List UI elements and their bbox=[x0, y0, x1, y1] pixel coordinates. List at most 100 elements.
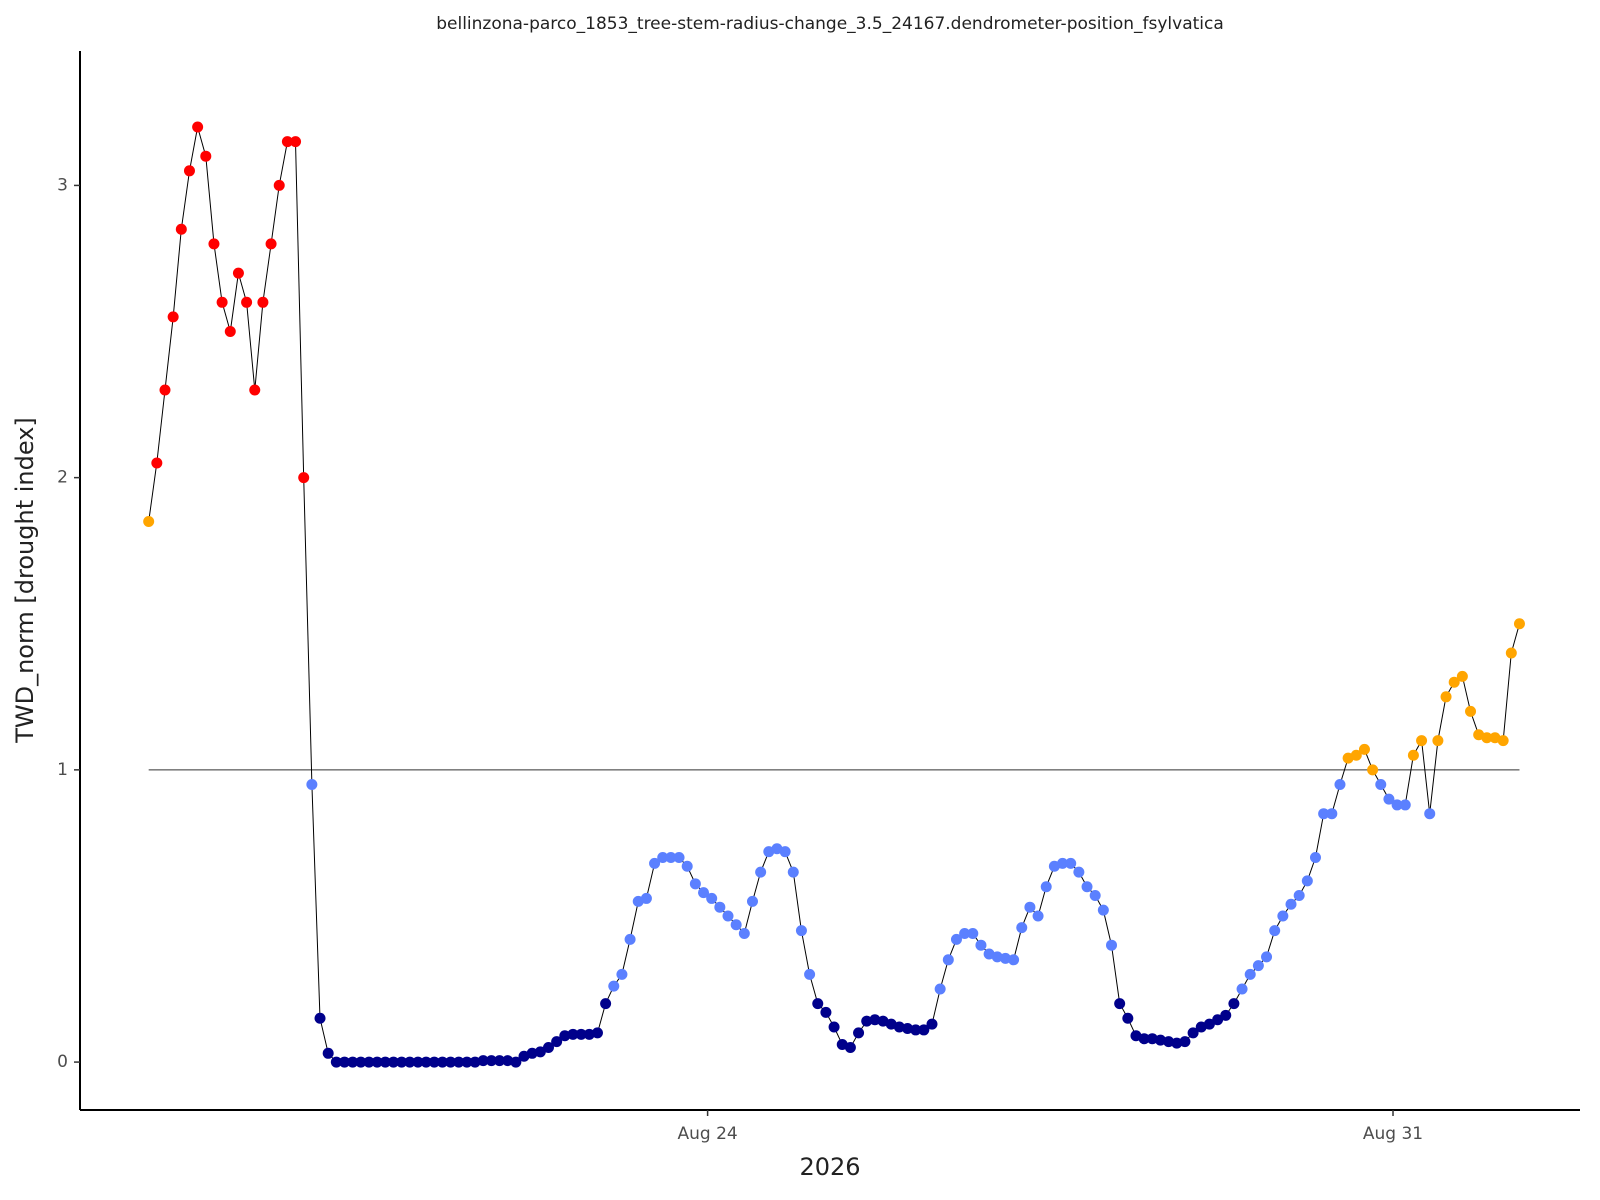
data-point bbox=[322, 1047, 334, 1059]
data-point bbox=[1097, 904, 1109, 916]
data-point bbox=[714, 901, 726, 913]
data-point bbox=[1497, 735, 1509, 747]
data-point bbox=[290, 136, 302, 148]
data-point bbox=[363, 1056, 375, 1068]
data-point bbox=[1163, 1036, 1175, 1048]
data-point bbox=[795, 925, 807, 937]
data-point bbox=[1481, 732, 1493, 744]
data-point bbox=[1073, 866, 1085, 878]
data-point bbox=[1146, 1033, 1158, 1045]
x-tick-label: Aug 24 bbox=[677, 1124, 737, 1144]
data-point bbox=[804, 968, 816, 980]
data-point bbox=[1261, 951, 1273, 963]
data-point bbox=[640, 892, 652, 904]
data-point bbox=[1465, 705, 1477, 717]
data-point bbox=[861, 1015, 873, 1027]
data-point bbox=[151, 457, 163, 469]
data-point bbox=[183, 165, 195, 177]
data-point bbox=[1334, 778, 1346, 790]
data-point bbox=[1154, 1034, 1166, 1046]
data-point bbox=[428, 1056, 440, 1068]
data-point bbox=[208, 238, 220, 250]
data-point bbox=[1040, 881, 1052, 893]
data-point bbox=[1114, 998, 1126, 1010]
data-point bbox=[1081, 881, 1093, 893]
data-point bbox=[1456, 670, 1468, 682]
data-point bbox=[510, 1056, 522, 1068]
data-point bbox=[673, 852, 685, 864]
data-point bbox=[738, 928, 750, 939]
data-point bbox=[192, 121, 204, 133]
data-point bbox=[1285, 898, 1297, 910]
data-point bbox=[657, 852, 669, 864]
data-point bbox=[1236, 983, 1248, 995]
data-point bbox=[420, 1056, 432, 1068]
data-point bbox=[200, 150, 212, 162]
data-point bbox=[355, 1056, 367, 1068]
data-point bbox=[1220, 1009, 1232, 1021]
data-point bbox=[436, 1056, 448, 1068]
data-point bbox=[616, 968, 628, 980]
data-point bbox=[1448, 676, 1460, 688]
data-point bbox=[959, 928, 971, 939]
data-point bbox=[1350, 749, 1362, 761]
data-point bbox=[1016, 922, 1028, 934]
data-point bbox=[559, 1030, 571, 1042]
data-point bbox=[1375, 778, 1387, 790]
data-point bbox=[1424, 808, 1436, 820]
x-tick-label: Aug 31 bbox=[1363, 1124, 1423, 1144]
data-point bbox=[730, 919, 742, 931]
data-point bbox=[265, 238, 277, 250]
data-point bbox=[1309, 852, 1321, 864]
data-point bbox=[1269, 925, 1281, 937]
data-point bbox=[844, 1041, 856, 1053]
data-point bbox=[477, 1055, 489, 1067]
data-point bbox=[665, 852, 677, 864]
data-point bbox=[828, 1021, 840, 1033]
data-point bbox=[1416, 735, 1428, 747]
data-point bbox=[1187, 1027, 1199, 1039]
data-point bbox=[1008, 954, 1020, 966]
data-point bbox=[950, 933, 962, 945]
data-point bbox=[975, 939, 987, 951]
data-point bbox=[820, 1006, 832, 1018]
data-point bbox=[1318, 808, 1330, 820]
data-point bbox=[1358, 743, 1370, 755]
data-point bbox=[273, 179, 285, 191]
data-point bbox=[542, 1041, 554, 1053]
data-point bbox=[298, 472, 310, 484]
x-axis-label: 2026 bbox=[799, 1153, 860, 1181]
data-point bbox=[624, 933, 636, 945]
data-point bbox=[942, 954, 954, 966]
data-point bbox=[445, 1056, 457, 1068]
data-point bbox=[1179, 1036, 1191, 1048]
data-point bbox=[404, 1056, 416, 1068]
data-point bbox=[567, 1028, 579, 1040]
data-point bbox=[689, 878, 701, 890]
data-point bbox=[649, 857, 661, 869]
data-point bbox=[1326, 808, 1338, 820]
data-point bbox=[1293, 890, 1305, 902]
data-point bbox=[1228, 998, 1240, 1010]
data-point bbox=[143, 515, 155, 527]
data-point bbox=[1505, 647, 1517, 659]
data-point bbox=[779, 846, 791, 858]
data-point bbox=[902, 1022, 914, 1034]
data-point bbox=[869, 1014, 881, 1026]
data-point bbox=[926, 1018, 938, 1030]
data-point bbox=[232, 267, 244, 279]
data-point bbox=[583, 1028, 595, 1040]
data-point bbox=[526, 1047, 538, 1059]
data-point bbox=[1432, 735, 1444, 747]
data-point bbox=[241, 296, 253, 308]
data-point bbox=[502, 1055, 514, 1067]
data-point bbox=[1277, 910, 1289, 922]
data-point bbox=[681, 860, 693, 872]
data-point bbox=[991, 951, 1003, 963]
data-point bbox=[1513, 618, 1525, 630]
data-line bbox=[148, 126, 1520, 1063]
data-point bbox=[339, 1056, 351, 1068]
data-point bbox=[1122, 1012, 1134, 1024]
data-point bbox=[371, 1056, 383, 1068]
data-point bbox=[379, 1056, 391, 1068]
